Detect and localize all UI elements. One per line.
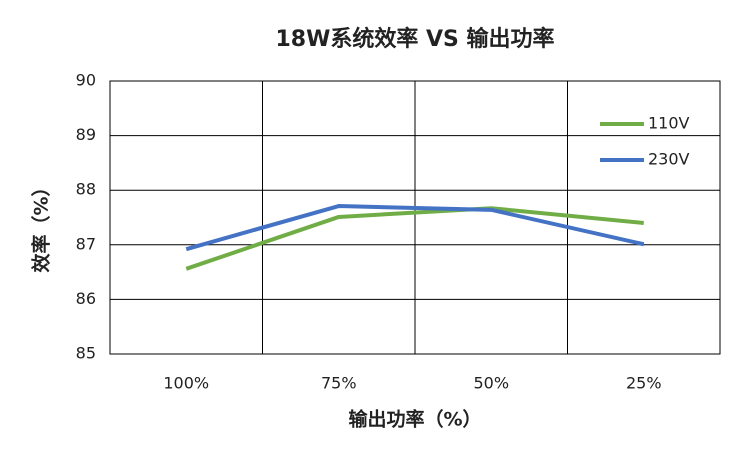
y-tick-label: 89 bbox=[76, 125, 96, 144]
y-axis-title: 效率（%） bbox=[30, 177, 53, 272]
chart-title: 18W系统效率 VS 输出功率 bbox=[275, 26, 554, 52]
y-tick-label: 86 bbox=[76, 289, 96, 308]
x-tick-label: 75% bbox=[321, 374, 357, 393]
y-tick-label: 88 bbox=[76, 180, 96, 199]
legend-label: 110V bbox=[648, 114, 690, 133]
series-line bbox=[185, 204, 645, 252]
x-tick-label: 100% bbox=[163, 374, 209, 393]
x-axis-title: 输出功率（%） bbox=[348, 408, 481, 431]
series-line bbox=[185, 206, 644, 271]
y-tick-label: 90 bbox=[76, 71, 96, 90]
y-tick-label: 85 bbox=[76, 344, 96, 363]
legend-label: 230V bbox=[648, 150, 690, 169]
y-tick-label: 87 bbox=[76, 234, 96, 253]
x-tick-label: 50% bbox=[473, 374, 509, 393]
x-tick-label: 25% bbox=[626, 374, 662, 393]
